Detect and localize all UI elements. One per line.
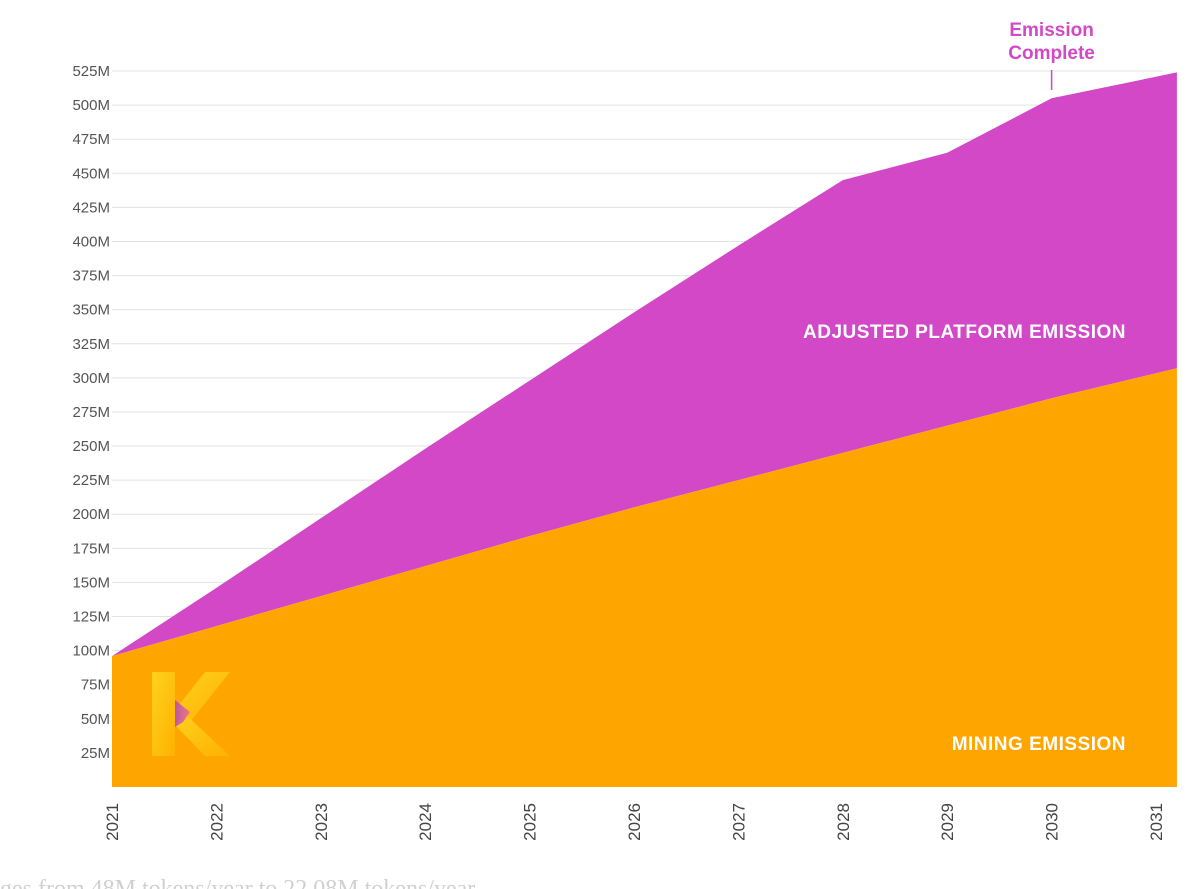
x-axis: 2021 2022 2023 2024 2025 2026 2027 2028 2029 2030… <box>103 803 1166 841</box>
y-tick-label: 425M <box>72 199 110 216</box>
area-mining-emission <box>112 368 1177 787</box>
plot-areas <box>112 72 1177 787</box>
y-tick-label: 400M <box>72 233 110 250</box>
x-tick-label: 2022 <box>207 803 226 841</box>
y-tick-label: 500M <box>72 97 110 114</box>
y-tick-label: 150M <box>72 574 110 591</box>
x-tick-label: 2024 <box>416 803 435 841</box>
y-tick-label: 100M <box>72 643 110 660</box>
y-tick-label: 350M <box>72 302 110 319</box>
y-tick-label: 225M <box>72 472 110 489</box>
logo-stem <box>152 672 175 756</box>
annotation-text: Complete <box>1008 43 1095 64</box>
x-tick-label: 2023 <box>312 803 331 841</box>
x-tick-label: 2025 <box>521 803 540 841</box>
x-tick-label: 2026 <box>625 803 644 841</box>
y-tick-label: 325M <box>72 336 110 353</box>
y-tick-label: 525M <box>72 63 110 80</box>
y-tick-label: 300M <box>72 370 110 387</box>
y-tick-label: 475M <box>72 131 110 148</box>
annotation-text: Emission <box>1009 20 1093 41</box>
area-labels: ADJUSTED PLATFORM EMISSION MINING EMISSIO… <box>803 322 1126 755</box>
label-mining-emission: MINING EMISSION <box>952 734 1126 755</box>
y-tick-label: 450M <box>72 165 110 182</box>
logo-lower-arm <box>175 712 230 756</box>
y-tick-label: 275M <box>72 404 110 421</box>
y-tick-label: 175M <box>72 540 110 557</box>
area-adjusted-platform-emission <box>112 72 1177 657</box>
y-tick-label: 250M <box>72 438 110 455</box>
x-tick-label: 2029 <box>938 803 957 841</box>
y-tick-label: 200M <box>72 506 110 523</box>
logo-upper-arm <box>175 672 230 722</box>
x-tick-label: 2021 <box>103 803 122 841</box>
label-adjusted-platform-emission: ADJUSTED PLATFORM EMISSION <box>803 322 1126 343</box>
x-tick-label: 2031 <box>1147 803 1166 841</box>
k-logo <box>152 672 230 756</box>
x-tick-label: 2028 <box>834 803 853 841</box>
y-tick-label: 25M <box>81 745 110 762</box>
y-tick-label: 375M <box>72 268 110 285</box>
x-tick-label: 2030 <box>1043 803 1062 841</box>
footer-text: ges from 48M tokens/year to 22.08M token… <box>0 876 475 889</box>
x-tick-label: 2027 <box>729 803 748 841</box>
y-tick-label: 50M <box>81 711 110 728</box>
y-axis: 25M 50M 75M 100M 125M 150M 175M 200M 225M 250M 275… <box>72 63 110 762</box>
y-tick-label: 75M <box>81 677 110 694</box>
logo-accent <box>175 700 190 727</box>
y-tick-label: 125M <box>72 609 110 626</box>
